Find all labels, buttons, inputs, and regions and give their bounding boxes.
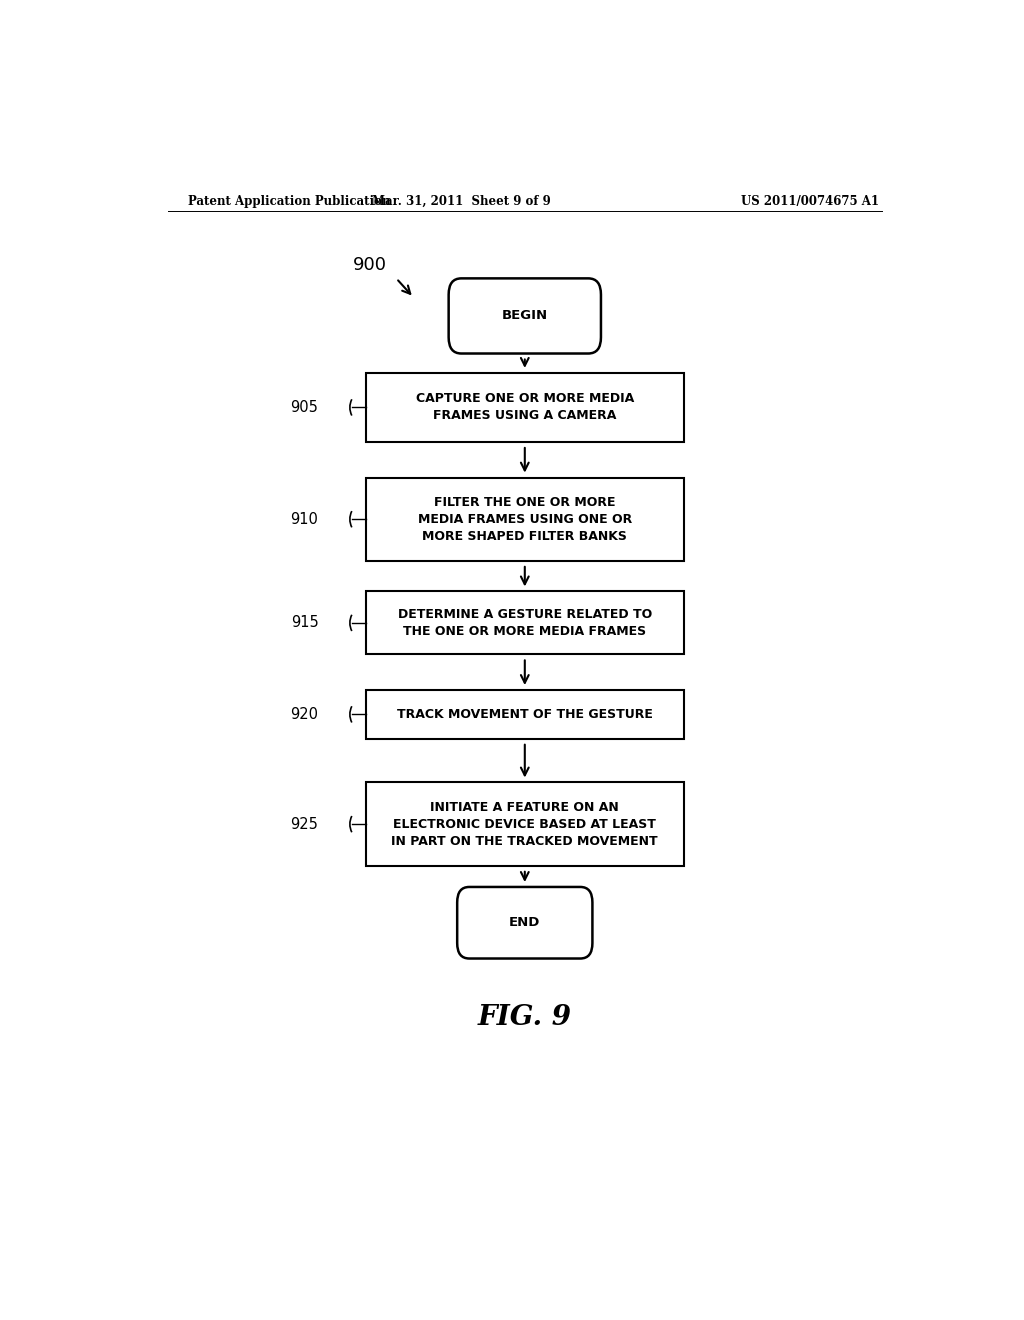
FancyBboxPatch shape xyxy=(449,279,601,354)
Text: 915: 915 xyxy=(291,615,318,631)
Text: US 2011/0074675 A1: US 2011/0074675 A1 xyxy=(741,194,880,207)
Text: 905: 905 xyxy=(291,400,318,414)
FancyBboxPatch shape xyxy=(367,783,684,866)
FancyBboxPatch shape xyxy=(367,372,684,442)
FancyBboxPatch shape xyxy=(367,690,684,739)
Text: BEGIN: BEGIN xyxy=(502,309,548,322)
FancyBboxPatch shape xyxy=(367,478,684,561)
Text: DETERMINE A GESTURE RELATED TO
THE ONE OR MORE MEDIA FRAMES: DETERMINE A GESTURE RELATED TO THE ONE O… xyxy=(397,609,652,638)
Text: INITIATE A FEATURE ON AN
ELECTRONIC DEVICE BASED AT LEAST
IN PART ON THE TRACKED: INITIATE A FEATURE ON AN ELECTRONIC DEVI… xyxy=(391,801,658,847)
Text: 925: 925 xyxy=(291,817,318,832)
Text: CAPTURE ONE OR MORE MEDIA
FRAMES USING A CAMERA: CAPTURE ONE OR MORE MEDIA FRAMES USING A… xyxy=(416,392,634,422)
Text: TRACK MOVEMENT OF THE GESTURE: TRACK MOVEMENT OF THE GESTURE xyxy=(397,708,652,721)
Text: Patent Application Publication: Patent Application Publication xyxy=(187,194,390,207)
Text: END: END xyxy=(509,916,541,929)
Text: 920: 920 xyxy=(291,708,318,722)
Text: FILTER THE ONE OR MORE
MEDIA FRAMES USING ONE OR
MORE SHAPED FILTER BANKS: FILTER THE ONE OR MORE MEDIA FRAMES USIN… xyxy=(418,496,632,543)
FancyBboxPatch shape xyxy=(367,591,684,655)
FancyBboxPatch shape xyxy=(457,887,593,958)
Text: Mar. 31, 2011  Sheet 9 of 9: Mar. 31, 2011 Sheet 9 of 9 xyxy=(372,194,551,207)
Text: 900: 900 xyxy=(353,256,387,275)
Text: FIG. 9: FIG. 9 xyxy=(478,1003,571,1031)
Text: 910: 910 xyxy=(291,512,318,527)
